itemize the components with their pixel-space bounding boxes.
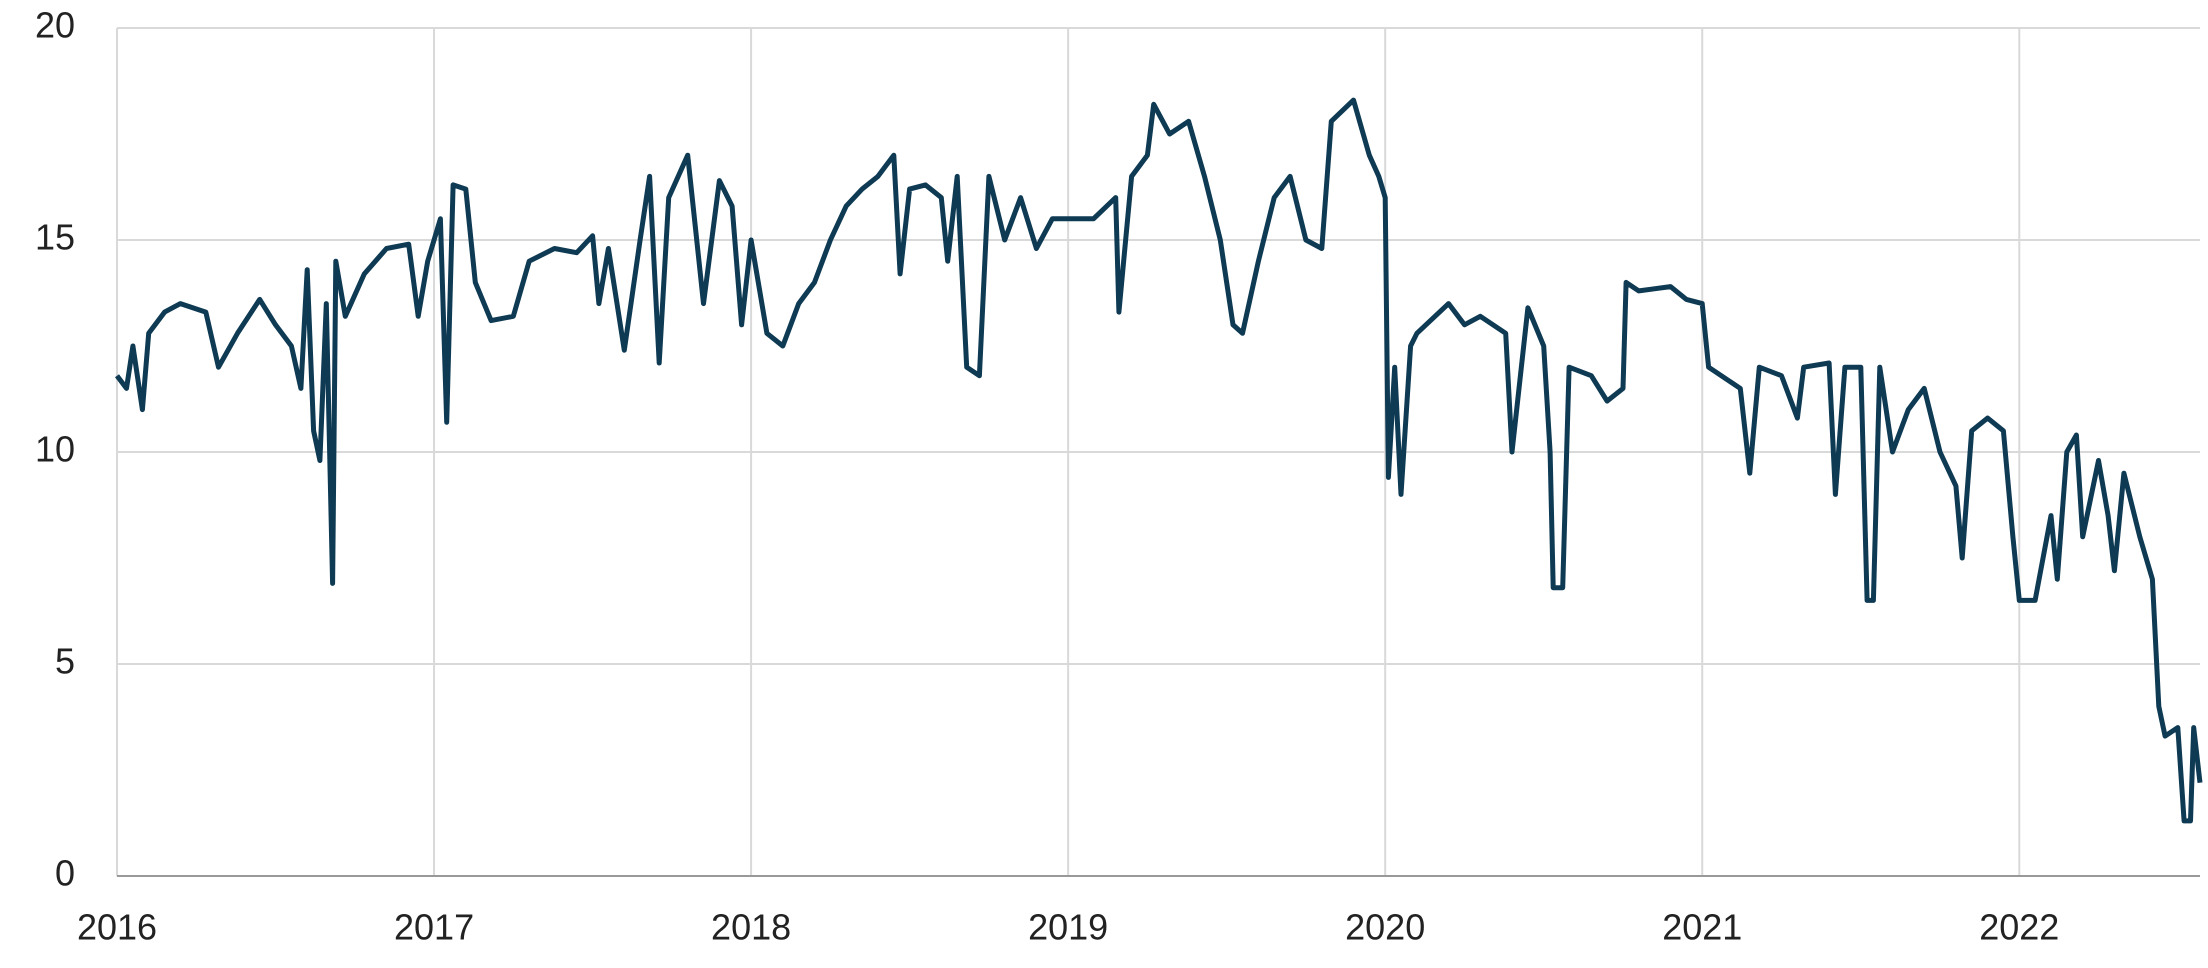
y-tick-label: 15 (35, 217, 75, 258)
x-tick-label: 2022 (1979, 907, 2059, 948)
x-tick-label: 2017 (394, 907, 474, 948)
x-tick-label: 2019 (1028, 907, 1108, 948)
y-tick-label: 20 (35, 5, 75, 46)
y-tick-label: 0 (55, 853, 75, 894)
y-tick-label: 5 (55, 641, 75, 682)
x-tick-label: 2020 (1345, 907, 1425, 948)
x-tick-label: 2016 (77, 907, 157, 948)
x-tick-label: 2018 (711, 907, 791, 948)
y-tick-label: 10 (35, 429, 75, 470)
x-tick-label: 2021 (1662, 907, 1742, 948)
line-series (114, 97, 2203, 824)
